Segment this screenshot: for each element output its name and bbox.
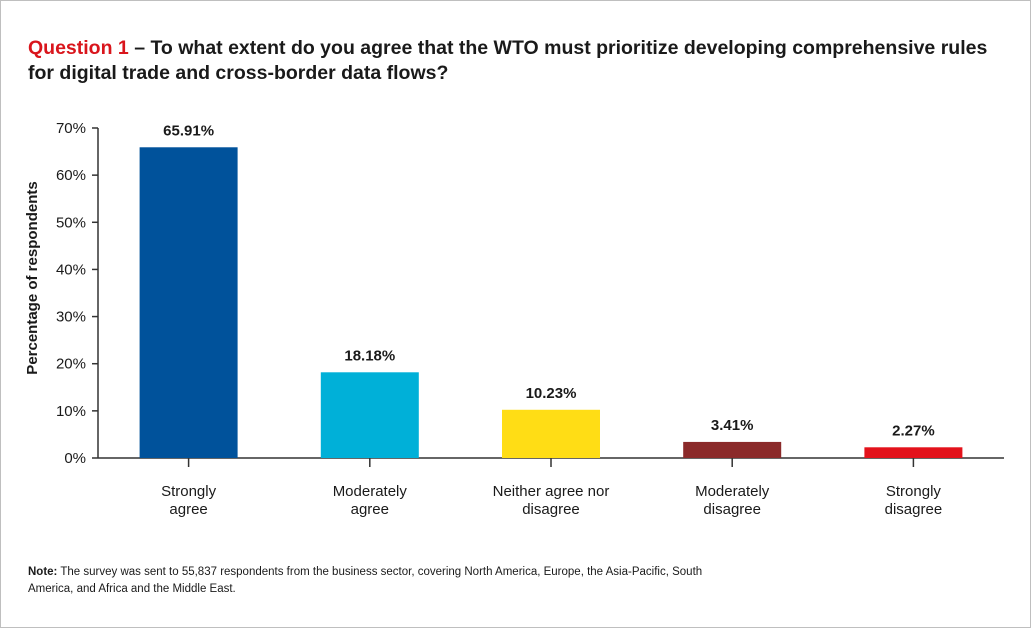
y-tick-label: 0% — [64, 450, 86, 467]
category-label: disagree — [522, 501, 580, 518]
question-text: – To what extent do you agree that the W… — [28, 37, 988, 84]
y-tick-label: 70% — [56, 120, 86, 137]
data-label: 2.27% — [892, 422, 935, 439]
bar-chart: 0% 10% 20% 30% 40% 50% 60% 70% Percentage of res… — [24, 120, 1004, 518]
category-label: Strongly — [886, 483, 942, 500]
category-label: Moderately — [333, 483, 408, 500]
category-label: Neither agree nor — [493, 483, 610, 500]
data-label: 3.41% — [711, 417, 754, 434]
category-label: disagree — [885, 501, 943, 518]
data-label: 10.23% — [526, 385, 577, 402]
note: Note: The survey was sent to 55,837 resp… — [28, 564, 728, 598]
category-label: Strongly — [161, 483, 217, 500]
category-label: Moderately — [695, 483, 770, 500]
y-tick-label: 40% — [56, 261, 86, 278]
y-tick-label: 30% — [56, 309, 86, 326]
y-tick-label: 60% — [56, 167, 86, 184]
note-label: Note: — [28, 566, 58, 578]
question-number: Question 1 — [28, 37, 129, 59]
bar — [502, 409, 600, 458]
data-label: 65.91% — [163, 122, 214, 139]
y-tick-label: 20% — [56, 356, 86, 373]
y-tick-label: 10% — [56, 403, 86, 420]
category-label: disagree — [703, 501, 761, 518]
data-label: 18.18% — [344, 347, 395, 364]
bar — [683, 441, 782, 458]
y-axis-title: Percentage of respondents — [24, 181, 41, 374]
y-tick-label: 50% — [56, 214, 86, 231]
bar — [864, 447, 963, 458]
chart-title: Question 1 – To what extent do you agree… — [28, 36, 1008, 86]
category-label: agree — [169, 501, 207, 518]
note-text: The survey was sent to 55,837 respondent… — [28, 566, 703, 595]
bar — [320, 372, 419, 458]
category-label: agree — [351, 501, 389, 518]
bar — [139, 147, 238, 458]
